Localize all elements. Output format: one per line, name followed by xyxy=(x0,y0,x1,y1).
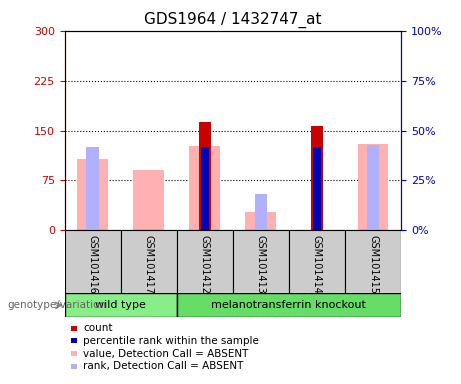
Text: wild type: wild type xyxy=(95,300,146,310)
Bar xyxy=(65,293,177,317)
Text: GSM101415: GSM101415 xyxy=(368,235,378,294)
Text: GSM101412: GSM101412 xyxy=(200,235,210,294)
Text: genotype/variation: genotype/variation xyxy=(7,300,106,310)
Text: GSM101414: GSM101414 xyxy=(312,235,322,294)
Text: percentile rank within the sample: percentile rank within the sample xyxy=(83,336,259,346)
Bar xyxy=(133,170,164,230)
Bar xyxy=(313,147,321,230)
Text: count: count xyxy=(83,323,112,333)
Title: GDS1964 / 1432747_at: GDS1964 / 1432747_at xyxy=(144,12,322,28)
Bar xyxy=(245,212,276,230)
Bar xyxy=(199,122,211,230)
Bar xyxy=(358,144,389,230)
Bar xyxy=(71,351,77,356)
Text: GSM101416: GSM101416 xyxy=(88,235,98,294)
Bar xyxy=(86,147,99,230)
Bar xyxy=(367,144,379,230)
Bar xyxy=(345,230,401,294)
Bar xyxy=(201,147,209,230)
Text: value, Detection Call = ABSENT: value, Detection Call = ABSENT xyxy=(83,349,248,359)
Text: GSM101417: GSM101417 xyxy=(144,235,154,294)
Bar xyxy=(177,293,401,317)
Bar xyxy=(121,230,177,294)
Bar xyxy=(311,126,323,230)
Bar xyxy=(289,230,345,294)
Bar xyxy=(71,339,77,344)
Bar xyxy=(71,364,77,369)
Bar xyxy=(177,230,233,294)
Bar xyxy=(77,159,108,230)
Bar xyxy=(71,326,77,331)
Bar xyxy=(65,230,121,294)
Text: GSM101413: GSM101413 xyxy=(256,235,266,294)
Bar xyxy=(189,146,220,230)
Text: rank, Detection Call = ABSENT: rank, Detection Call = ABSENT xyxy=(83,361,243,371)
Text: melanotransferrin knockout: melanotransferrin knockout xyxy=(212,300,366,310)
Bar xyxy=(233,230,289,294)
Bar xyxy=(254,194,267,230)
